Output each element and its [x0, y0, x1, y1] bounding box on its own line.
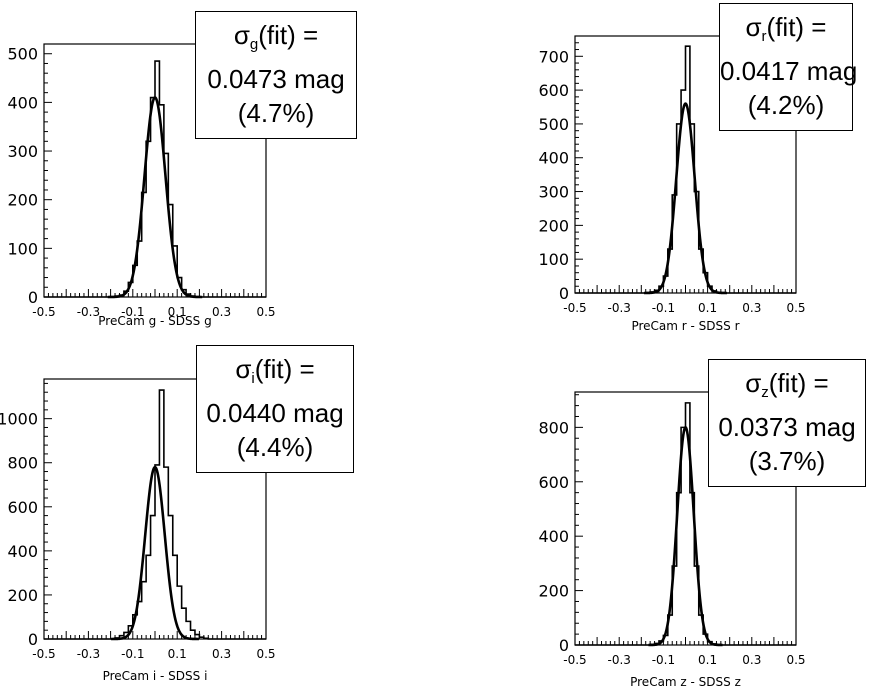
sigma-symbol: σ [745, 368, 762, 398]
x-tick-label: 0.5 [786, 301, 805, 315]
sigma-value: 0.0373 mag [718, 412, 856, 442]
sigma-symbol: σ [235, 354, 252, 384]
y-tick-label: 200 [7, 191, 38, 210]
sigma-subscript: z [761, 384, 769, 401]
sigma-subscript: r [761, 28, 767, 45]
gaussian-fit-curve [107, 96, 203, 299]
histogram-steps [44, 60, 266, 298]
x-tick-label: -0.5 [563, 301, 586, 315]
y-tick-label: 200 [538, 582, 569, 601]
x-tick-label: -0.3 [607, 301, 630, 315]
histogram-steps [575, 45, 796, 294]
sigma-fit-label: (fit) = [254, 354, 315, 384]
x-tick-label: -0.1 [652, 301, 675, 315]
gaussian-fit-curve [111, 465, 199, 641]
y-tick-label: 100 [538, 250, 569, 269]
x-tick-label: -0.1 [121, 305, 144, 319]
x-tick-label: 0.3 [742, 301, 761, 315]
sigma-percent: (4.4%) [236, 432, 314, 462]
sigma-value: 0.0473 mag [207, 64, 345, 94]
x-tick-label: 0.1 [168, 305, 187, 319]
y-tick-label: 400 [538, 527, 569, 546]
y-tick-label: 700 [538, 47, 569, 66]
y-tick-label: 0 [559, 284, 569, 303]
sigma-subscript: g [249, 36, 259, 53]
x-tick-label: 0.5 [256, 305, 275, 319]
x-tick-label: 0.1 [698, 301, 717, 315]
y-tick-label: 0 [28, 630, 38, 649]
x-axis-title: PreCam g - SDSS g [98, 314, 211, 328]
x-tick-label: 0.3 [742, 653, 761, 667]
sigma-box-i: σi(fit) = 0.0440 mag (4.4%) [196, 345, 354, 473]
x-tick-label: 0.1 [698, 653, 717, 667]
sigma-fit-label: (fit) = [766, 12, 827, 42]
sigma-box-z: σz(fit) = 0.0373 mag (3.7%) [708, 359, 866, 487]
sigma-box-r: σr(fit) = 0.0417 mag (4.2%) [719, 3, 858, 131]
y-tick-label: 0 [559, 636, 569, 655]
y-tick-label: 500 [538, 115, 569, 134]
x-tick-label: 0.1 [168, 647, 187, 661]
y-tick-label: 800 [538, 418, 569, 437]
x-axis-title: PreCam i - SDSS i [103, 669, 208, 683]
sigma-symbol: σ [745, 12, 762, 42]
x-tick-label: -0.5 [32, 647, 55, 661]
sigma-subscript: i [251, 370, 255, 387]
histogram-panel-r: -0.5 -0.3 -0.1 0.1 0.3 0.5 0 100 200 300 400 500 600… [538, 35, 806, 333]
sigma-fit-label: (fit) = [258, 20, 319, 50]
y-tick-label: 400 [7, 542, 38, 561]
sigma-fit-label: (fit) = [768, 368, 829, 398]
y-tick-label: 400 [7, 93, 38, 112]
sigma-percent: (4.7%) [237, 98, 315, 128]
x-tick-label: -0.1 [652, 653, 675, 667]
y-tick-label: 300 [538, 183, 569, 202]
histogram-panel-i: -0.5 -0.3 -0.1 0.1 0.3 0.5 0 200 400 600 800 1000 Pr… [0, 378, 276, 683]
x-tick-label: -0.1 [121, 647, 144, 661]
sigma-box-g: σg(fit) = 0.0473 mag (4.7%) [195, 11, 357, 139]
x-tick-label: 0.3 [212, 647, 231, 661]
y-tick-label: 200 [538, 216, 569, 235]
y-tick-label: 500 [7, 45, 38, 64]
histogram-steps [575, 402, 796, 646]
sigma-percent: (4.2%) [747, 90, 825, 120]
y-tick-label: 600 [538, 473, 569, 492]
gaussian-fit-curve [648, 425, 723, 647]
sigma-value: 0.0417 mag [720, 56, 858, 86]
x-tick-label: -0.5 [563, 653, 586, 667]
sigma-symbol: σ [233, 20, 250, 50]
y-tick-label: 400 [538, 149, 569, 168]
y-tick-label: 100 [7, 239, 38, 258]
x-tick-label: -0.3 [77, 305, 100, 319]
gaussian-fit-curve [644, 102, 727, 295]
x-axis-title: PreCam z - SDSS z [630, 675, 741, 689]
y-tick-label: 600 [7, 498, 38, 517]
y-tick-label: 1000 [0, 410, 38, 429]
x-tick-label: 0.3 [212, 305, 231, 319]
sigma-value: 0.0440 mag [206, 398, 344, 428]
y-tick-label: 800 [7, 454, 38, 473]
x-tick-label: -0.3 [77, 647, 100, 661]
x-tick-label: 0.5 [256, 647, 275, 661]
sigma-percent: (3.7%) [748, 446, 826, 476]
y-tick-label: 300 [7, 142, 38, 161]
y-tick-label: 0 [28, 288, 38, 307]
x-tick-label: -0.5 [32, 305, 55, 319]
x-tick-label: -0.3 [607, 653, 630, 667]
x-axis-title: PreCam r - SDSS r [631, 319, 739, 333]
y-tick-label: 600 [538, 81, 569, 100]
x-tick-label: 0.5 [786, 653, 805, 667]
y-tick-label: 200 [7, 586, 38, 605]
histogram-steps [44, 389, 266, 640]
histogram-panel-g: -0.5 -0.3 -0.1 0.1 0.3 0.5 0 100 200 300 400 500 Pre… [7, 43, 276, 328]
histogram-panel-z: -0.5 -0.3 -0.1 0.1 0.3 0.5 0 200 400 600 800 PreCam… [538, 391, 806, 689]
